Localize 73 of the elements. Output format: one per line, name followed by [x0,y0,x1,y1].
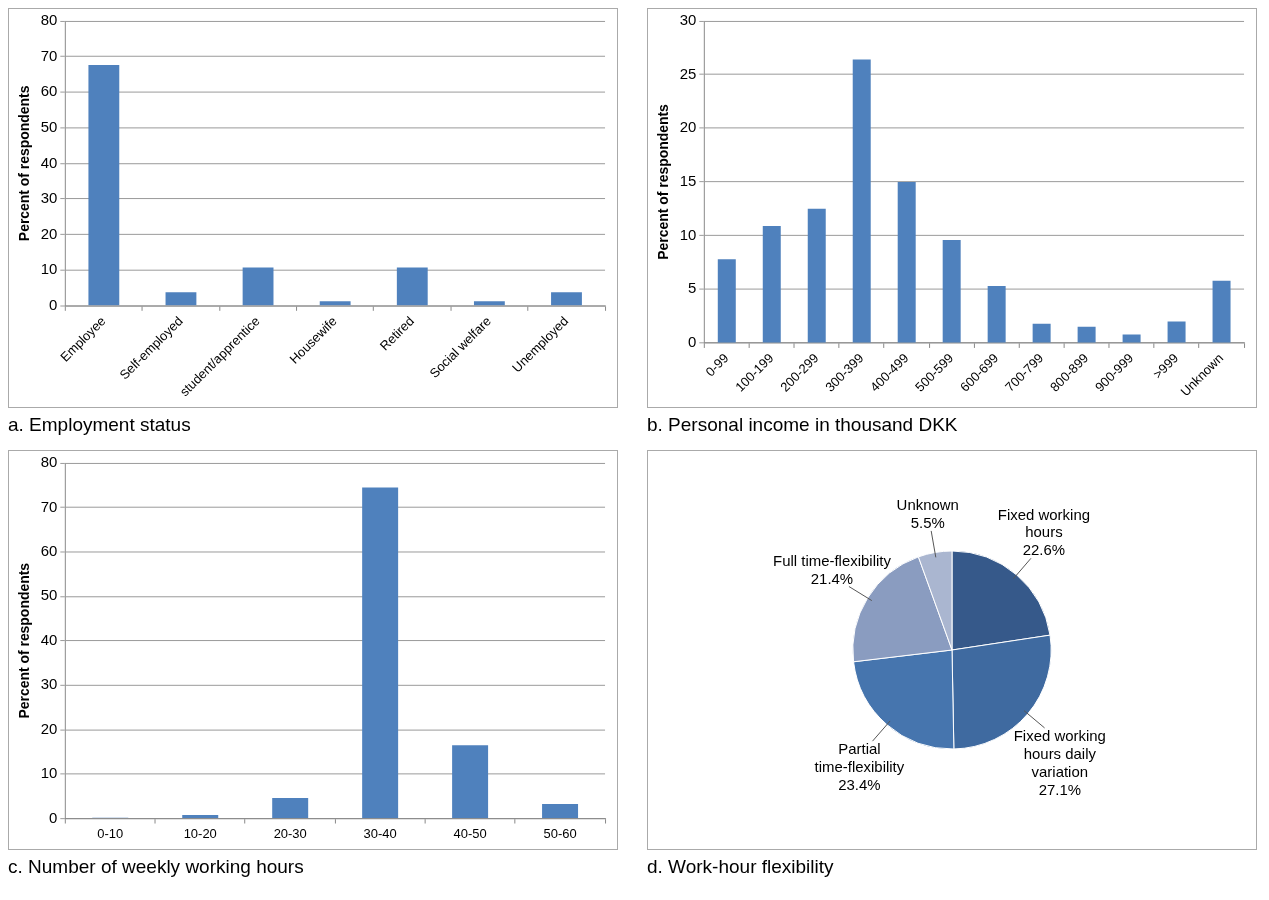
y-tick-label: 20 [679,118,697,136]
bar [165,292,197,306]
x-tick-label: 20-30 [273,825,307,841]
x-tick-label: 10-20 [183,825,217,841]
bar [807,208,826,343]
bar [1167,321,1186,343]
y-tick-label: 40 [40,153,58,171]
slice-label: Fixed working hours [997,505,1090,541]
bar [762,225,781,343]
y-tick-label: 70 [40,497,58,515]
bar [897,181,916,343]
y-tick-label: 20 [40,224,58,242]
bar [551,292,582,306]
bar [542,803,579,819]
x-tick-label: 50-60 [543,825,577,841]
bar [319,301,351,306]
y-tick-label: 20 [40,719,58,737]
data-label: 23.4% [838,775,881,793]
y-tick-label: 60 [40,82,58,100]
text: a. Employment status [8,414,192,437]
bar [452,745,489,819]
bar [942,239,961,343]
y-axis-title: Percent of respondents [16,562,33,719]
y-tick-label: 30 [40,189,58,207]
y-tick-label: 0 [49,808,58,826]
y-tick-label: 70 [40,46,58,64]
bar [1212,280,1231,343]
slice-label: Full time-flexibility [773,551,892,569]
y-tick-label: 60 [40,541,58,559]
slice-label: Partial time-flexibility [814,740,905,776]
bar [717,259,736,343]
data-label: 22.6% [1022,541,1066,559]
bar [1032,323,1051,343]
text: d. Work-hour flexibility [647,856,835,879]
bar [473,301,505,306]
y-tick-label: 15 [679,172,697,190]
bar [396,267,428,306]
text: b. Personal income in thousand DKK [647,414,959,437]
bar [88,65,120,306]
y-tick-label: 0 [688,333,697,351]
y-tick-label: 50 [40,117,58,135]
y-tick-label: 25 [679,64,697,82]
bar [182,815,219,819]
x-tick-label: 30-40 [363,825,397,841]
y-axis-title: Percent of respondents [16,85,33,242]
x-tick-label: 0-99 [702,350,732,380]
y-tick-label: 40 [40,630,58,648]
bar [1077,326,1096,343]
text: c. Number of weekly working hours [8,856,305,879]
x-tick-label: 40-50 [453,825,487,841]
bar [852,59,871,343]
y-tick-label: 10 [40,764,58,782]
x-tick-label: 0-10 [97,825,124,841]
y-tick-label: 80 [40,11,58,29]
bar [1122,334,1141,343]
y-tick-label: 0 [49,295,58,313]
slice-label: Unknown [896,496,959,514]
data-label: 5.5% [910,513,945,531]
data-label: 27.1% [1038,780,1081,798]
y-tick-label: 30 [679,11,697,29]
y-tick-label: 5 [688,279,697,297]
y-tick-label: 10 [679,225,697,243]
bar [272,798,309,819]
y-tick-label: 10 [40,260,58,278]
bar [362,487,399,819]
y-tick-label: 50 [40,586,58,604]
data-label: 21.4% [810,569,854,587]
slice-label: Fixed working hours daily variation [1013,726,1106,780]
y-axis-title: Percent of respondents [655,103,672,260]
y-tick-label: 80 [40,453,58,471]
y-tick-label: 30 [40,675,58,693]
bar [987,286,1006,343]
bar [242,267,274,306]
